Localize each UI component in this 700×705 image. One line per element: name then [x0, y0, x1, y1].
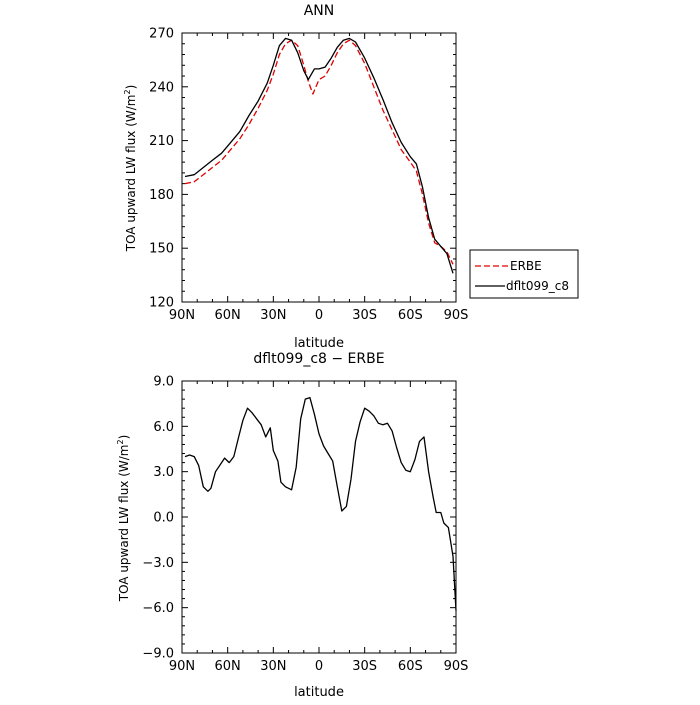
bottom-y-tick-label: −6.0	[142, 601, 174, 616]
top-plot-border	[181, 32, 457, 303]
top-series-line-0	[184, 39, 454, 265]
bottom-y-axis-label-main: TOA upward LW flux (W/m	[117, 445, 131, 603]
top-series	[184, 37, 454, 274]
bottom-y-axis-label: TOA upward LW flux (W/m2)	[116, 435, 131, 603]
bottom-x-tick-label: 90S	[444, 659, 469, 674]
bottom-x-tick-label: 60S	[398, 659, 423, 674]
bottom-x-tick-label: 60N	[215, 659, 241, 674]
top-x-tick-label: 30S	[352, 308, 377, 323]
bottom-x-tick-label: 30N	[260, 659, 286, 674]
top-y-axis-label: TOA upward LW flux (W/m2)	[123, 85, 138, 253]
bottom-x-axis-label: latitude	[294, 685, 344, 700]
top-frame	[181, 32, 457, 303]
top-x-tick-label: 30N	[260, 308, 286, 323]
top-y-tick-label: 240	[149, 80, 174, 95]
top-y-tick-label: 180	[149, 188, 174, 203]
bottom-y-tick-label: 9.0	[153, 375, 174, 390]
legend-label-erbe: ERBE	[510, 259, 542, 273]
bottom-y-tick-label: 3.0	[153, 465, 174, 480]
bottom-y-tick-label: −3.0	[142, 556, 174, 571]
bottom-series-line-0	[184, 396, 457, 611]
bottom-series	[184, 396, 457, 611]
bottom-y-tick-label: 6.0	[153, 420, 174, 435]
top-legend: ERBE dflt099_c8	[469, 249, 579, 299]
bottom-y-tick-label: −9.0	[142, 647, 174, 662]
top-x-tick-label: 60S	[398, 308, 423, 323]
top-y-tick-label: 210	[149, 134, 174, 149]
top-y-tick-label: 270	[149, 27, 174, 42]
top-x-tick-label: 90N	[169, 308, 195, 323]
top-x-axis-label: latitude	[294, 336, 344, 351]
bottom-y-axis-label-sup: 2	[116, 439, 125, 444]
bottom-y-axis-label-close: )	[117, 435, 131, 440]
bottom-x-tick-label: 90N	[169, 659, 195, 674]
top-y-tick-label: 150	[149, 242, 174, 257]
bottom-x-tick-label: 0	[315, 659, 323, 674]
bottom-y-tick-label: 0.0	[153, 511, 174, 526]
bottom-y-tick-labels: −9.0 −6.0 −3.0 0.0 3.0 6.0 9.0	[142, 375, 174, 662]
bottom-x-tick-labels: 90N 60N 30N 0 30S 60S 90S	[169, 659, 469, 674]
top-x-tick-label: 60N	[215, 308, 241, 323]
top-x-tick-label: 0	[315, 308, 323, 323]
top-y-axis-label-sup: 2	[123, 89, 132, 94]
bottom-x-tick-label: 30S	[352, 659, 377, 674]
bottom-panel: dflt099_c8 − ERBE −9.0 −6.0 −3.0 0.0 3.0 6.0 9…	[116, 351, 468, 700]
legend-label-model: dflt099_c8	[506, 279, 569, 293]
bottom-frame	[181, 380, 457, 654]
bottom-plot-border	[181, 380, 457, 654]
top-x-tick-label: 90S	[444, 308, 469, 323]
top-y-tick-labels: 120 150 180 210 240 270	[149, 27, 174, 311]
top-y-axis-label-close: )	[124, 85, 138, 90]
top-y-tick-label: 120	[149, 296, 174, 311]
top-series-line-1	[184, 37, 454, 274]
top-x-tick-labels: 90N 60N 30N 0 30S 60S 90S	[169, 308, 469, 323]
top-chart-title: ANN	[304, 3, 335, 19]
bottom-chart-title: dflt099_c8 − ERBE	[253, 351, 384, 367]
legend-box	[469, 249, 579, 299]
top-y-axis-label-main: TOA upward LW flux (W/m	[124, 95, 138, 253]
